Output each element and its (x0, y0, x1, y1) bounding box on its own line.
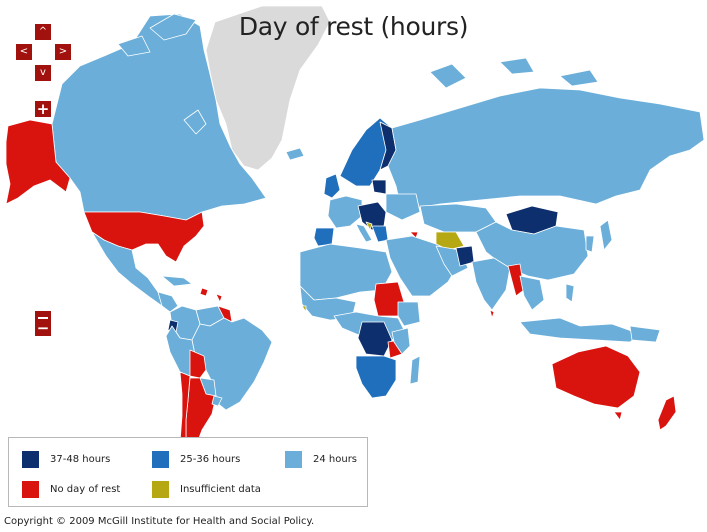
legend-item-insufficient-data: Insufficient data (152, 481, 261, 498)
region-caribbean-red (199, 287, 223, 303)
legend-label: No day of rest (50, 484, 121, 495)
region-new-zealand (657, 395, 677, 431)
legend-item-no-day-of-rest: No day of rest (22, 481, 120, 498)
region-png (629, 325, 661, 343)
region-balkans-yellow (365, 221, 373, 231)
legend-label: 37-48 hours (50, 454, 111, 465)
legend-swatch (285, 451, 302, 468)
region-south-africa (355, 355, 397, 399)
region-italy (355, 223, 373, 243)
region-alaska (5, 119, 71, 205)
legend-label: Insufficient data (180, 484, 261, 495)
minus-icon: − (36, 318, 50, 337)
region-baltic (371, 179, 387, 195)
region-west-africa-yellow (301, 305, 307, 313)
legend-swatch (22, 451, 39, 468)
region-central-america (157, 291, 179, 313)
chevron-down-icon: v (40, 67, 46, 78)
region-australia (551, 345, 641, 409)
region-black-sea-strip (409, 231, 419, 239)
zoom-out-button[interactable]: − (35, 320, 51, 336)
zoom-slider-track[interactable] (37, 131, 55, 306)
legend-swatch (152, 451, 169, 468)
region-se-asia (519, 275, 545, 311)
region-india (471, 257, 511, 311)
region-ethiopia (397, 301, 421, 327)
plus-icon: + (36, 99, 50, 118)
region-east-africa (391, 327, 411, 355)
chevron-left-icon: < (19, 46, 29, 57)
region-iceland (285, 147, 305, 161)
region-madagascar (409, 355, 421, 385)
pan-up-button[interactable]: ^ (35, 24, 51, 40)
region-iberia (313, 227, 335, 247)
legend-item-37-48-hours: 37-48 hours (22, 451, 110, 468)
pan-down-button[interactable]: v (35, 65, 51, 81)
map-title: Day of rest (hours) (238, 12, 469, 41)
legend-item-25-36-hours: 25-36 hours (152, 451, 240, 468)
legend-swatch (152, 481, 169, 498)
region-west-europe (327, 195, 363, 229)
zoom-in-button[interactable]: + (35, 101, 51, 117)
region-bolivia (189, 349, 207, 379)
region-japan (599, 219, 613, 251)
region-cuba (161, 275, 193, 287)
region-uk (323, 173, 341, 199)
chevron-up-icon: ^ (38, 26, 48, 37)
region-ukraine (385, 193, 421, 221)
copyright-text: Copyright © 2009 McGill Institute for He… (4, 516, 315, 527)
legend-item-24-hours: 24 hours (285, 451, 357, 468)
region-uruguay (211, 395, 223, 407)
region-canada-islands (117, 13, 207, 135)
map-legend: 37-48 hours 25-36 hours 24 hours No day … (8, 437, 368, 507)
pan-left-button[interactable]: < (16, 44, 32, 60)
region-tasmania (613, 411, 623, 421)
chevron-right-icon: > (58, 46, 68, 57)
region-russia-islands (429, 57, 599, 89)
legend-label: 25-36 hours (180, 454, 241, 465)
legend-swatch (22, 481, 39, 498)
region-philippines (565, 283, 575, 303)
region-korea (585, 235, 595, 253)
region-sri-lanka (489, 309, 495, 319)
legend-label: 24 hours (313, 454, 358, 465)
pan-right-button[interactable]: > (55, 44, 71, 60)
